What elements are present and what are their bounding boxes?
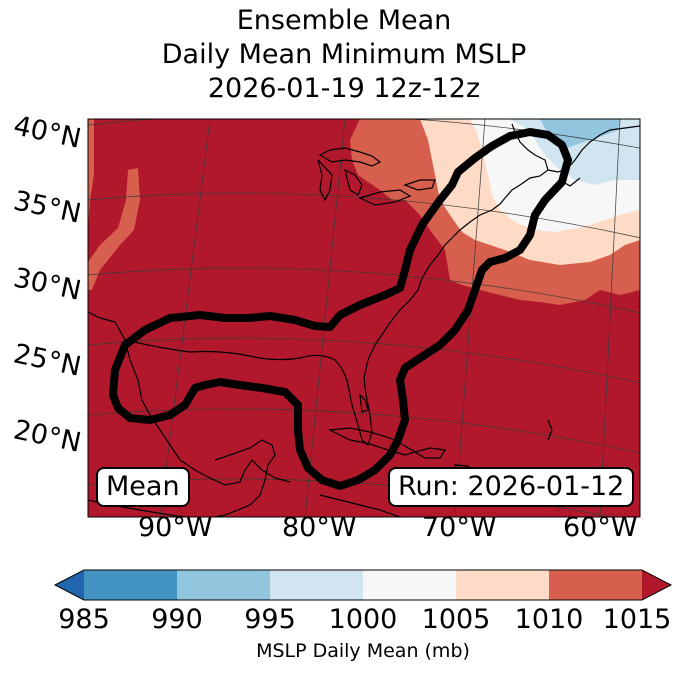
colorbar-bin-985-990	[84, 570, 177, 600]
lon-label-60w: 60°W	[563, 512, 638, 543]
colorbar-tick-1000: 1000	[328, 604, 398, 635]
lon-label-80w: 80°W	[282, 512, 357, 543]
coastlines	[88, 123, 640, 517]
colorbar	[53, 569, 673, 601]
title-line-3: 2026-01-19 12z-12z	[207, 73, 481, 104]
mean-label-box: Mean	[96, 467, 190, 507]
colorbar-bin-1000-1005	[363, 570, 456, 600]
graticule	[88, 119, 640, 517]
pressure-contour	[109, 128, 572, 490]
colorbar-tick-990: 990	[151, 604, 203, 635]
lon-label-70w: 70°W	[422, 512, 497, 543]
colorbar-bin-1010-1015	[549, 570, 642, 600]
lon-label-90w: 90°W	[138, 512, 213, 543]
title-line-1: Ensemble Mean	[236, 5, 452, 36]
colorbar-tick-995: 995	[244, 604, 296, 635]
run-label-box: Run: 2026-01-12	[388, 467, 635, 507]
map-frame	[87, 118, 641, 518]
title-line-2: Daily Mean Minimum MSLP	[161, 39, 527, 70]
colorbar-tick-1005: 1005	[421, 604, 491, 635]
pressure-field-1005-1010-west	[88, 168, 140, 290]
map-panel	[88, 119, 640, 517]
colorbar-extend-high	[642, 570, 671, 600]
colorbar-tick-985: 985	[58, 604, 110, 635]
colorbar-bin-995-1000	[270, 570, 363, 600]
colorbar-extend-low	[55, 570, 84, 600]
pressure-field-1005-1010	[88, 119, 94, 230]
colorbar-label: MSLP Daily Mean (mb)	[256, 640, 470, 662]
colorbar-tick-1015: 1015	[602, 604, 672, 635]
colorbar-tick-1010: 1010	[514, 604, 584, 635]
colorbar-bin-990-995	[177, 570, 270, 600]
colorbar-bin-1005-1010	[456, 570, 549, 600]
